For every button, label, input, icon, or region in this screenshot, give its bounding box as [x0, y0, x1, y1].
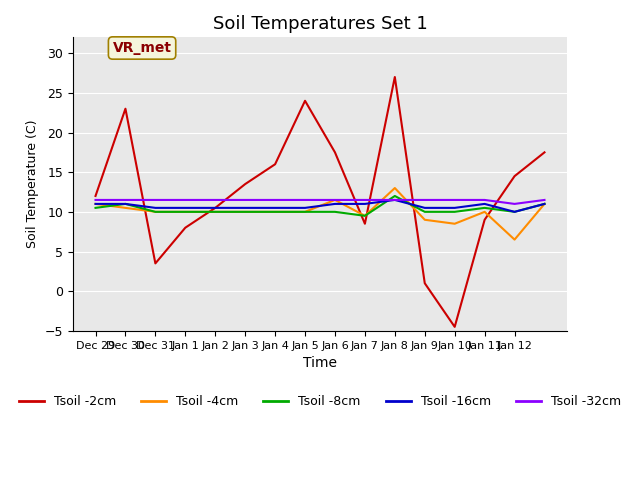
Legend: Tsoil -2cm, Tsoil -4cm, Tsoil -8cm, Tsoil -16cm, Tsoil -32cm: Tsoil -2cm, Tsoil -4cm, Tsoil -8cm, Tsoi…	[14, 390, 626, 413]
Title: Soil Temperatures Set 1: Soil Temperatures Set 1	[212, 15, 428, 33]
Text: VR_met: VR_met	[113, 41, 172, 55]
X-axis label: Time: Time	[303, 356, 337, 370]
Y-axis label: Soil Temperature (C): Soil Temperature (C)	[26, 120, 39, 248]
